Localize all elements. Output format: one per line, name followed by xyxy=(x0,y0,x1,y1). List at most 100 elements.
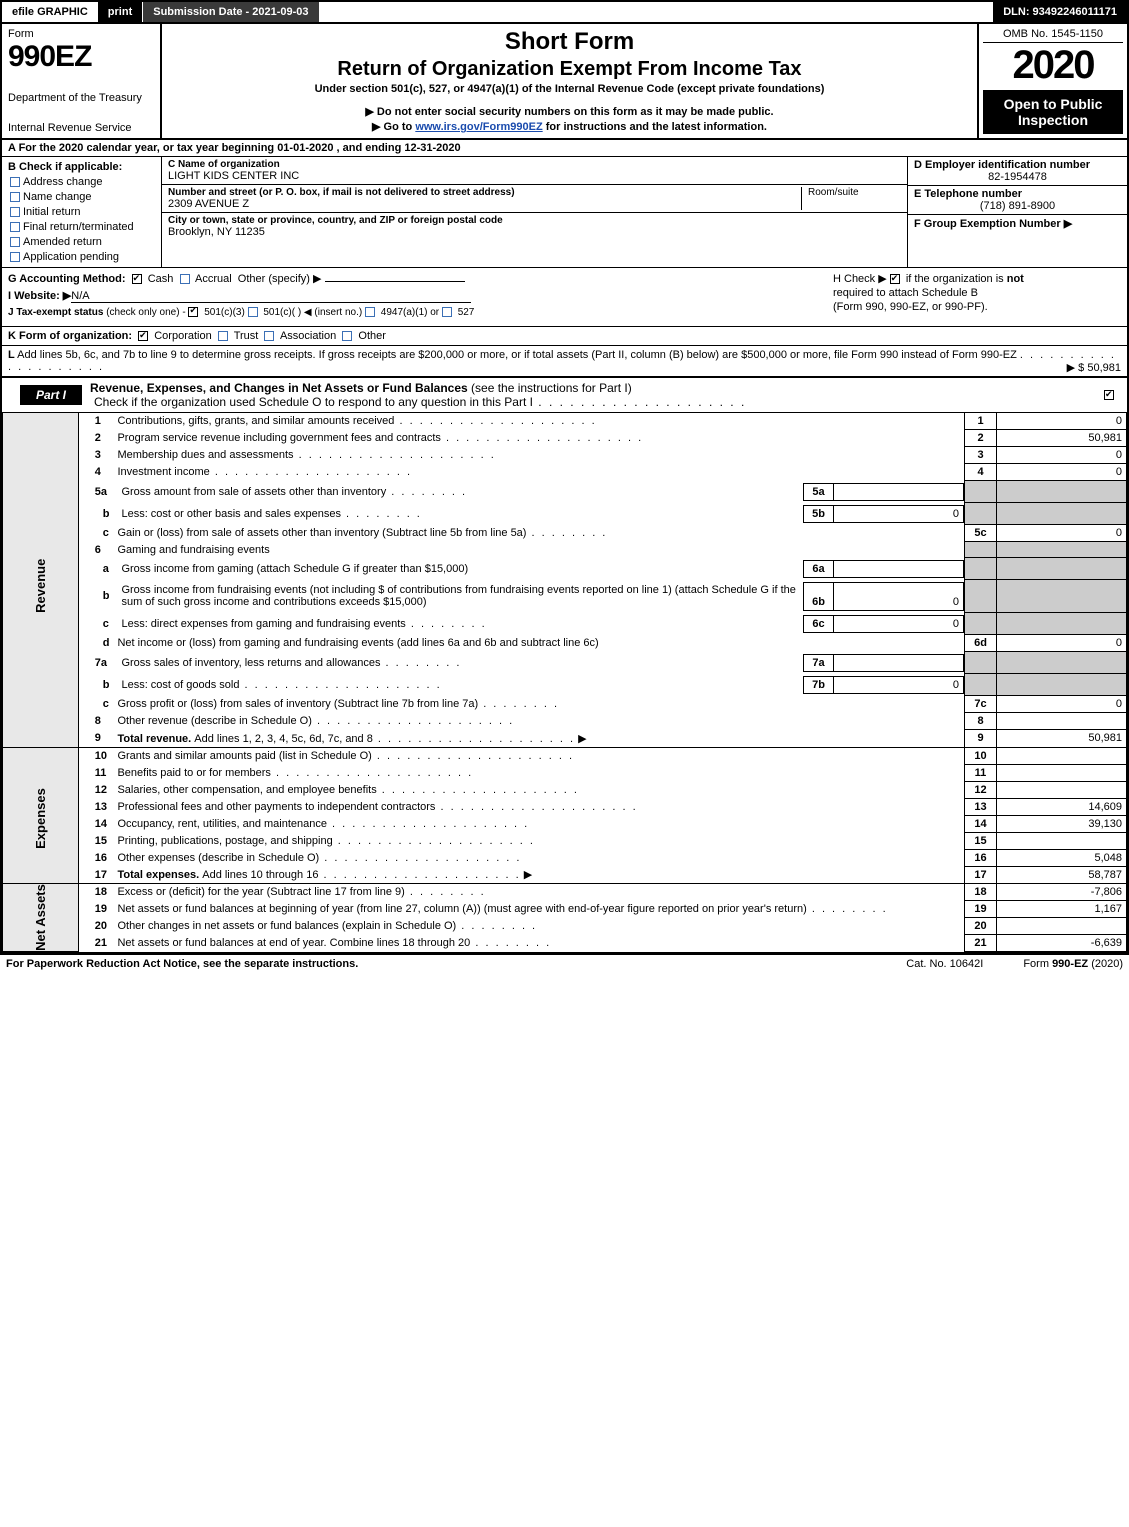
line-6a-val xyxy=(834,560,964,577)
line-15-val xyxy=(997,832,1127,849)
section-ghij: G Accounting Method: Cash Accrual Other … xyxy=(2,267,1127,326)
efile-label: efile GRAPHIC xyxy=(2,2,98,22)
line-7c-val: 0 xyxy=(997,696,1127,713)
line-5a-val xyxy=(834,483,964,500)
f-group-label: F Group Exemption Number ▶ xyxy=(914,217,1121,230)
irs-link[interactable]: www.irs.gov/Form990EZ xyxy=(415,121,542,133)
c-address: 2309 AVENUE Z xyxy=(168,198,801,210)
k-form-org: K Form of organization: Corporation Trus… xyxy=(2,326,1127,345)
submission-date: Submission Date - 2021-09-03 xyxy=(143,2,318,22)
topbar: efile GRAPHIC print Submission Date - 20… xyxy=(0,0,1129,24)
title-return: Return of Organization Exempt From Incom… xyxy=(172,58,967,81)
line-14-val: 39,130 xyxy=(997,815,1127,832)
k-other-check[interactable] xyxy=(342,331,352,341)
page-footer: For Paperwork Reduction Act Notice, see … xyxy=(0,954,1129,973)
e-tel-label: E Telephone number xyxy=(914,188,1121,200)
section-bcdef: B Check if applicable: Address change Na… xyxy=(2,156,1127,267)
form-word: Form xyxy=(8,28,154,40)
footer-form: Form 990-EZ (2020) xyxy=(1023,958,1123,970)
j-527-check[interactable] xyxy=(442,307,452,317)
footer-notice: For Paperwork Reduction Act Notice, see … xyxy=(6,958,358,970)
part-1-tag: Part I xyxy=(20,385,82,405)
g-cash-check[interactable] xyxy=(132,274,142,284)
line-18-val: -7,806 xyxy=(997,884,1127,901)
c-city-label: City or town, state or province, country… xyxy=(168,215,901,226)
subtitle-link-line: ▶ Go to www.irs.gov/Form990EZ for instru… xyxy=(172,120,967,133)
subtitle-ssn: ▶ Do not enter social security numbers o… xyxy=(172,105,967,118)
b-amended-return[interactable]: Amended return xyxy=(8,236,155,248)
side-net-assets: Net Assets xyxy=(33,884,48,951)
line-8-val xyxy=(997,713,1127,730)
line-10-val xyxy=(997,747,1127,764)
line-4-val: 0 xyxy=(997,464,1127,481)
k-assoc-check[interactable] xyxy=(264,331,274,341)
h-line2: required to attach Schedule B xyxy=(833,287,1121,299)
print-button[interactable]: print xyxy=(98,2,143,22)
line-21-val: -6,639 xyxy=(997,935,1127,952)
part-1-header: Part I Revenue, Expenses, and Changes in… xyxy=(2,376,1127,412)
c-name-label: C Name of organization xyxy=(168,159,901,170)
h-check: H Check ▶ if the organization is not xyxy=(833,272,1121,285)
line-19-val: 1,167 xyxy=(997,901,1127,918)
b-application-pending[interactable]: Application pending xyxy=(8,251,155,263)
line-12-val xyxy=(997,781,1127,798)
h-line3: (Form 990, 990-EZ, or 990-PF). xyxy=(833,301,1121,313)
line-16-val: 5,048 xyxy=(997,849,1127,866)
form-header: Form 990EZ Department of the Treasury In… xyxy=(2,24,1127,138)
line-5c-val: 0 xyxy=(997,525,1127,542)
part-1-title: Revenue, Expenses, and Changes in Net As… xyxy=(90,381,468,395)
side-expenses: Expenses xyxy=(33,782,48,849)
j-501c3-check[interactable] xyxy=(188,307,198,317)
c-room-label: Room/suite xyxy=(801,187,901,210)
open-to-public: Open to Public Inspection xyxy=(983,90,1123,134)
line-6d-val: 0 xyxy=(997,635,1127,652)
line-7b-val: 0 xyxy=(834,676,964,693)
i-website: I Website: ▶N/A xyxy=(8,289,821,303)
b-final-return[interactable]: Final return/terminated xyxy=(8,221,155,233)
side-revenue: Revenue xyxy=(33,546,48,613)
g-accrual-check[interactable] xyxy=(180,274,190,284)
line-2-val: 50,981 xyxy=(997,430,1127,447)
j-501c-check[interactable] xyxy=(248,307,258,317)
dln-label: DLN: 93492246011171 xyxy=(993,2,1127,22)
line-9-val: 50,981 xyxy=(997,730,1127,748)
d-ein-label: D Employer identification number xyxy=(914,159,1121,171)
line-13-val: 14,609 xyxy=(997,798,1127,815)
h-checkbox[interactable] xyxy=(890,274,900,284)
line-20-val xyxy=(997,918,1127,935)
b-header: B Check if applicable: xyxy=(8,161,155,173)
c-city: Brooklyn, NY 11235 xyxy=(168,226,901,238)
line-6c-val: 0 xyxy=(834,615,964,632)
omb-number: OMB No. 1545-1150 xyxy=(983,28,1123,43)
row-a-tax-year: A For the 2020 calendar year, or tax yea… xyxy=(2,138,1127,156)
tax-year: 2020 xyxy=(983,43,1123,88)
footer-catno: Cat. No. 10642I xyxy=(906,958,983,970)
g-accounting: G Accounting Method: Cash Accrual Other … xyxy=(8,272,821,285)
dept-treasury: Department of the Treasury xyxy=(8,92,154,104)
line-7a-val xyxy=(834,654,964,671)
line-5b-val: 0 xyxy=(834,505,964,522)
b-name-change[interactable]: Name change xyxy=(8,191,155,203)
title-short-form: Short Form xyxy=(172,28,967,56)
c-addr-label: Number and street (or P. O. box, if mail… xyxy=(168,187,801,198)
k-trust-check[interactable] xyxy=(218,331,228,341)
line-11-val xyxy=(997,764,1127,781)
e-telephone: (718) 891-8900 xyxy=(914,200,1121,212)
line-17-val: 58,787 xyxy=(997,866,1127,884)
form-number: 990EZ xyxy=(8,40,154,74)
line-3-val: 0 xyxy=(997,447,1127,464)
b-address-change[interactable]: Address change xyxy=(8,176,155,188)
line-6b-val: 0 xyxy=(834,582,964,610)
dept-irs: Internal Revenue Service xyxy=(8,122,154,134)
d-ein: 82-1954478 xyxy=(914,171,1121,183)
c-org-name: LIGHT KIDS CENTER INC xyxy=(168,170,901,182)
j-4947-check[interactable] xyxy=(365,307,375,317)
subtitle-section: Under section 501(c), 527, or 4947(a)(1)… xyxy=(172,83,967,95)
part-1-schedule-o-check[interactable] xyxy=(1104,390,1114,400)
line-1-val: 0 xyxy=(997,413,1127,430)
part-1-table: Revenue 1Contributions, gifts, grants, a… xyxy=(2,412,1127,952)
l-gross-receipts: L Add lines 5b, 6c, and 7b to line 9 to … xyxy=(2,345,1127,376)
b-initial-return[interactable]: Initial return xyxy=(8,206,155,218)
part-1-check-text: Check if the organization used Schedule … xyxy=(94,395,533,409)
k-corp-check[interactable] xyxy=(138,331,148,341)
